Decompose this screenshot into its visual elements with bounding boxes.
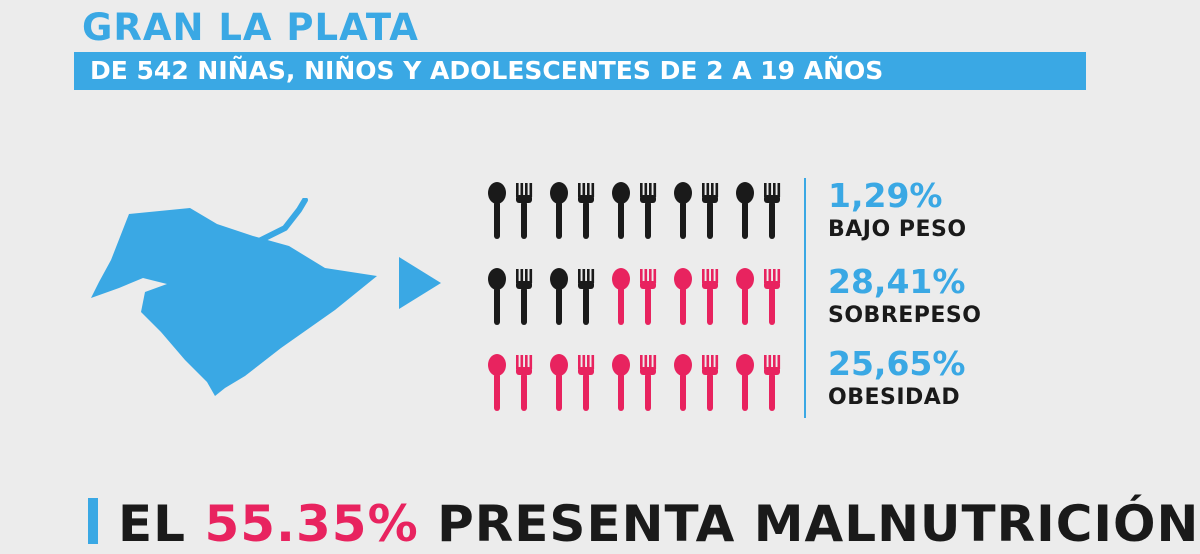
spoon-and-fork-icon (674, 354, 719, 411)
map-shape (91, 208, 377, 396)
divider (804, 178, 806, 418)
footer-prefix: EL (118, 495, 187, 553)
spoon-and-fork-icon (612, 182, 657, 239)
spoon-and-fork-icon (674, 182, 719, 239)
spoon-and-fork-icon (612, 354, 657, 411)
region-map (91, 198, 377, 396)
map-river (254, 198, 308, 245)
stat-label: OBESIDAD (828, 385, 961, 410)
spoon-and-fork-icon (550, 268, 595, 325)
footer-accent-bar (88, 498, 98, 544)
footer-highlight: 55.35% (204, 495, 419, 553)
stat-percent: 28,41% (828, 262, 966, 301)
stat-label: SOBREPESO (828, 303, 982, 328)
spoon-and-fork-icon (550, 182, 595, 239)
pictogram-grid (488, 182, 781, 411)
stat-label: BAJO PESO (828, 217, 967, 242)
spoon-and-fork-icon (736, 354, 781, 411)
footer-headline: EL 55.35% PRESENTA MALNUTRICIÓN (118, 494, 1199, 554)
spoon-and-fork-icon (488, 354, 533, 411)
spoon-and-fork-icon (488, 268, 533, 325)
stat-percent: 25,65% (828, 344, 966, 383)
stat-obesidad: 25,65% OBESIDAD (828, 344, 965, 412)
stat-percent: 1,29% (828, 176, 943, 215)
spoon-and-fork-icon (550, 354, 595, 411)
stat-bajo-peso: 1,29% BAJO PESO (828, 176, 967, 244)
spoon-and-fork-icon (736, 268, 781, 325)
spoon-and-fork-icon (736, 182, 781, 239)
stat-sobrepeso: 28,41% SOBREPESO (828, 262, 981, 330)
page-title: GRAN LA PLATA (82, 6, 419, 49)
arrow-right-icon (399, 257, 441, 309)
spoon-and-fork-icon (612, 268, 657, 325)
footer-suffix: PRESENTA MALNUTRICIÓN (437, 495, 1200, 553)
subtitle-banner: DE 542 NIÑAS, NIÑOS Y ADOLESCENTES DE 2 … (74, 52, 1086, 90)
spoon-and-fork-icon (674, 268, 719, 325)
spoon-and-fork-icon (488, 182, 533, 239)
subtitle-text: DE 542 NIÑAS, NIÑOS Y ADOLESCENTES DE 2 … (90, 56, 884, 85)
